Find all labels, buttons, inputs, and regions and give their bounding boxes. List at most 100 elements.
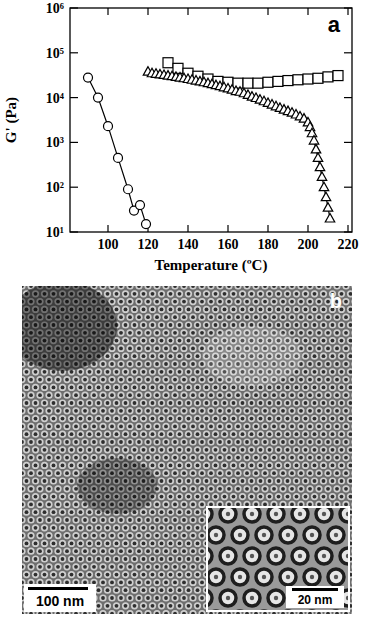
cell-core: [308, 331, 312, 335]
cell-rim: [351, 438, 352, 445]
cell-core: [326, 286, 330, 288]
cell-core: [223, 401, 227, 405]
cell-rim: [270, 407, 277, 414]
cell-rim: [158, 306, 165, 313]
cell-rim: [338, 431, 345, 438]
cell-rim: [194, 399, 201, 406]
plot-data: [84, 58, 344, 229]
cell-rim: [315, 360, 322, 367]
cell-rim: [158, 290, 165, 297]
cell-rim: [99, 376, 106, 383]
cell-core: [290, 425, 294, 429]
cell-core: [52, 417, 56, 421]
cell-core: [65, 425, 69, 429]
cell-core: [22, 456, 24, 460]
cell-rim: [50, 431, 57, 438]
cell-core: [268, 448, 272, 452]
cell-rim: [275, 462, 282, 469]
cell-rim: [216, 314, 223, 321]
cell-core: [254, 286, 258, 288]
cell-core: [313, 308, 317, 312]
cell-core: [290, 440, 294, 444]
cell-rim: [252, 438, 259, 445]
cell-rim: [234, 392, 241, 399]
cell-rim: [342, 376, 349, 383]
cell-core: [281, 393, 285, 397]
cell-core: [349, 401, 352, 405]
cell-rim: [167, 353, 174, 360]
cell-rim: [144, 345, 151, 352]
cell-rim: [126, 345, 133, 352]
cell-core: [344, 315, 348, 319]
cell-rim: [140, 353, 147, 360]
cell-core: [83, 378, 87, 382]
cell-core: [286, 432, 290, 436]
cell-core: [182, 409, 186, 413]
cell-rim: [104, 399, 111, 406]
cell-rim: [284, 384, 291, 391]
cell-rim: [135, 438, 142, 445]
cell-rim: [333, 345, 340, 352]
cell-core: [92, 286, 96, 288]
cell-core: [317, 286, 321, 288]
cell-core: [169, 370, 173, 374]
cell-rim: [324, 438, 331, 445]
figure: 10012014016018020022010¹10²10³10⁴10⁵10⁶T…: [0, 0, 385, 623]
cell-rim: [324, 376, 331, 383]
cell-rim: [230, 462, 237, 469]
cell-rim: [158, 384, 165, 391]
cell-rim: [351, 423, 352, 430]
cell-core: [110, 440, 114, 444]
cell-core: [182, 331, 186, 335]
cell-core: [326, 456, 330, 460]
cell-core: [304, 292, 308, 296]
series-line: [88, 78, 146, 225]
cell-rim: [320, 337, 327, 344]
cell-core: [200, 378, 204, 382]
cell-core: [164, 286, 168, 288]
cell-core: [340, 464, 344, 468]
cell-core: [236, 315, 240, 319]
cell-core: [299, 300, 303, 304]
cell-rim: [54, 438, 61, 445]
cell-core: [200, 440, 204, 444]
cell-rim: [252, 298, 259, 305]
cell-rim: [23, 399, 30, 406]
cell-rim: [54, 392, 61, 399]
cell-rim: [68, 431, 75, 438]
cell-core: [196, 464, 200, 468]
cell-rim: [41, 462, 48, 469]
cell-core: [286, 323, 290, 327]
cell-core: [236, 440, 240, 444]
cell-rim: [275, 290, 282, 297]
cell-rim: [149, 321, 156, 328]
cell-rim: [149, 290, 156, 297]
cell-rim: [63, 454, 70, 461]
cell-rim: [302, 446, 309, 453]
cell-core: [83, 425, 87, 429]
cell-core: [173, 471, 177, 475]
cell-core: [322, 370, 326, 374]
cell-rim: [279, 314, 286, 321]
cell-rim: [104, 415, 111, 422]
cell-core: [191, 409, 195, 413]
cell-rim: [315, 454, 322, 461]
data-point: [317, 172, 327, 181]
cell-rim: [167, 462, 174, 469]
cell-core: [313, 370, 317, 374]
cell-rim: [131, 290, 138, 297]
cell-rim: [135, 392, 142, 399]
cell-rim: [149, 431, 156, 438]
cell-core: [209, 378, 213, 382]
cell-rim: [279, 286, 286, 290]
cell-rim: [189, 298, 196, 305]
cell-core: [259, 432, 263, 436]
cell-core: [313, 401, 317, 405]
cell-rim: [135, 454, 142, 461]
cell-core: [286, 417, 290, 421]
cell-core: [263, 393, 267, 397]
data-point: [104, 122, 113, 131]
cell-rim: [54, 454, 61, 461]
cell-rim: [63, 423, 70, 430]
cell-core: [349, 386, 352, 390]
